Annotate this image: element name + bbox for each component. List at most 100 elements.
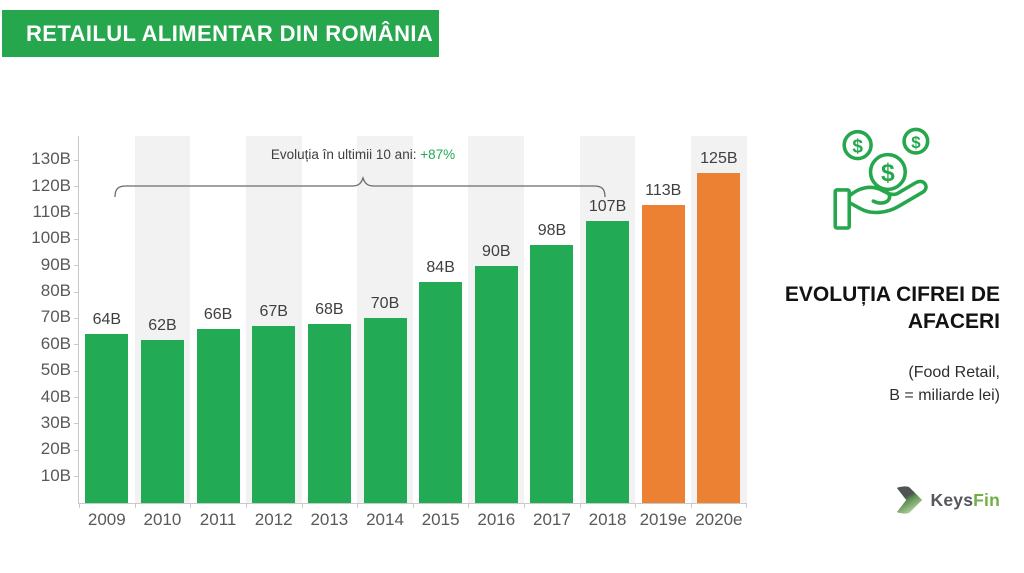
y-axis-tick xyxy=(74,344,79,346)
x-axis-tick xyxy=(245,503,247,508)
bar-value-label: 67B xyxy=(259,303,288,321)
hand-palm xyxy=(848,179,928,215)
x-axis-tick xyxy=(301,503,303,508)
y-axis-tick xyxy=(74,159,79,161)
bar-value-label: 84B xyxy=(426,258,455,276)
bar-2009 xyxy=(85,334,129,503)
slide-title-banner: RETAILUL ALIMENTAR DIN ROMÂNIA xyxy=(2,10,439,57)
bar-value-label: 98B xyxy=(537,221,567,239)
bar-chart: 64B 2009 62B 2010 66B 2011 67B 2012 68B 2013 70B 20… xyxy=(31,136,747,529)
bar-2012 xyxy=(252,326,296,503)
y-axis-label: 10B xyxy=(40,465,71,485)
y-axis-label: 70B xyxy=(40,307,71,327)
y-axis-label: 60B xyxy=(40,333,71,353)
bar-value-label: 107B xyxy=(588,197,627,215)
growth-annotation-label: Evoluția în ultimii 10 ani: xyxy=(270,147,417,162)
y-axis-tick xyxy=(74,370,79,372)
x-axis-label: 2020e xyxy=(695,510,743,529)
bar-2014 xyxy=(363,318,407,503)
coin-icon xyxy=(842,129,873,161)
x-axis-label: 2015 xyxy=(421,510,460,529)
x-axis-tick xyxy=(412,503,414,508)
y-axis-tick xyxy=(74,212,79,214)
x-axis-label: 2009 xyxy=(87,510,126,529)
bar-2018 xyxy=(586,220,630,503)
coin-icon xyxy=(902,127,930,155)
bar-2020e xyxy=(697,173,741,503)
panel-title-line2: AFACERI xyxy=(907,310,1000,334)
y-axis-label: 110B xyxy=(32,202,71,222)
bar-value-label: 64B xyxy=(92,311,122,329)
panel-title-line1: EVOLUȚIA CIFREI DE xyxy=(784,283,1000,306)
y-axis-tick xyxy=(74,317,79,319)
x-axis-tick xyxy=(468,503,470,508)
x-axis-label: 2017 xyxy=(533,510,571,529)
y-axis-tick xyxy=(74,423,79,425)
y-axis-label: 80B xyxy=(40,281,71,301)
logo-text-primary: Keys xyxy=(930,489,974,510)
bar-value-label: 62B xyxy=(148,316,177,334)
panel-subtitle-line2: B = miliarde lei) xyxy=(889,387,1000,405)
svg-text:$: $ xyxy=(911,133,921,152)
x-axis-label: 2014 xyxy=(366,510,404,529)
panel-subtitle-line1: (Food Retail, xyxy=(908,364,1000,381)
x-axis-tick xyxy=(635,503,637,508)
bar-2010 xyxy=(140,339,184,503)
bar-2015 xyxy=(419,281,463,503)
x-axis-tick xyxy=(579,503,581,508)
bar-2017 xyxy=(530,244,574,503)
y-axis-label: 100B xyxy=(31,228,71,248)
bar-2016 xyxy=(474,265,518,503)
bar-value-label: 68B xyxy=(315,300,344,318)
y-axis-label: 90B xyxy=(40,254,71,274)
y-axis-label: 130B xyxy=(31,149,71,169)
y-axis-label: 20B xyxy=(40,439,71,459)
bar-value-label: 90B xyxy=(482,242,511,260)
keysfin-logo: KeysFin xyxy=(894,484,1000,516)
bar-2011 xyxy=(196,329,240,503)
x-axis-label: 2016 xyxy=(477,510,516,529)
x-axis-tick xyxy=(134,503,136,508)
y-axis-tick xyxy=(74,238,79,240)
x-axis-tick xyxy=(524,503,526,508)
growth-annotation-value: +87% xyxy=(420,147,456,162)
panel-subtitle: (Food Retail, B = miliarde lei) xyxy=(720,361,1000,407)
bar-2013 xyxy=(307,323,351,503)
money-hand-icon: $ $ $ xyxy=(833,127,930,230)
keysfin-chevron-icon xyxy=(896,486,922,514)
slide-title: RETAILUL ALIMENTAR DIN ROMÂNIA xyxy=(26,20,434,46)
svg-text:$: $ xyxy=(881,160,895,187)
logo-text-secondary: Fin xyxy=(973,489,1000,510)
y-axis-tick xyxy=(74,449,79,451)
x-axis-tick xyxy=(79,503,80,508)
bar-value-label: 66B xyxy=(203,306,233,324)
bar-value-label: 125B xyxy=(700,150,738,168)
hand-finger-line xyxy=(871,187,892,205)
bar-value-label: 113B xyxy=(645,182,682,200)
y-axis-tick xyxy=(74,291,79,293)
x-axis-label: 2011 xyxy=(199,510,237,529)
bar-2019e xyxy=(641,205,685,503)
y-axis-tick xyxy=(74,186,79,188)
x-axis-tick xyxy=(190,503,192,508)
panel-title: EVOLUȚIA CIFREI DE AFACERI xyxy=(720,281,1000,336)
svg-text:$: $ xyxy=(852,136,863,157)
y-axis-label: 50B xyxy=(40,360,71,380)
y-axis-label: 120B xyxy=(31,175,71,195)
x-axis-label: 2019e xyxy=(639,510,687,529)
hand-cuff xyxy=(833,188,852,230)
x-axis-label: 2010 xyxy=(143,510,182,529)
x-axis-tick xyxy=(357,503,359,508)
x-axis-tick xyxy=(746,503,747,508)
y-axis-tick xyxy=(74,397,79,399)
y-axis-label: 30B xyxy=(40,412,71,432)
y-axis-tick xyxy=(74,476,79,478)
growth-annotation: Evoluția în ultimii 10 ani: +87% xyxy=(213,147,513,162)
y-axis-label: 40B xyxy=(40,386,71,406)
bar-value-label: 70B xyxy=(370,295,400,313)
x-axis-label: 2018 xyxy=(588,510,627,529)
coin-icon xyxy=(868,152,908,192)
x-axis-label: 2012 xyxy=(254,510,293,529)
y-axis-tick xyxy=(74,265,79,267)
